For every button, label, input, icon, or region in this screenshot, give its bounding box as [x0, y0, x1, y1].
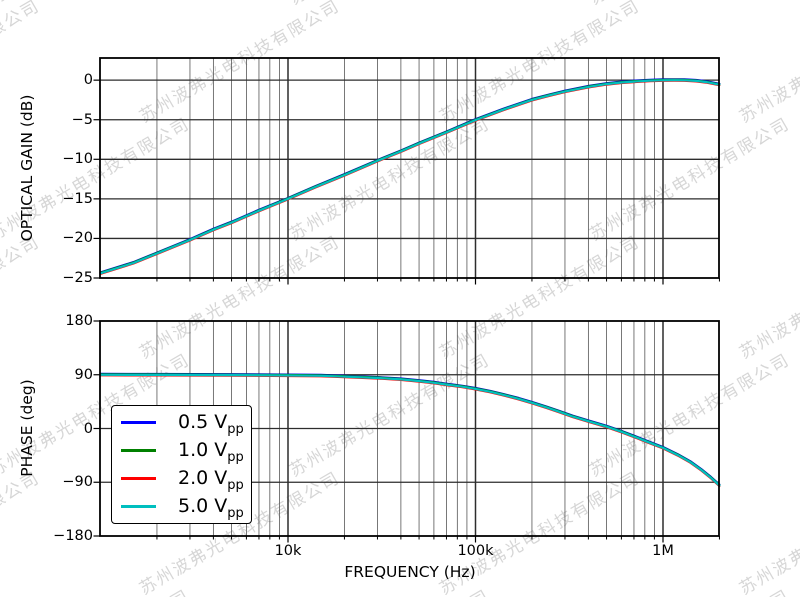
legend-item-1: 0.5 Vpp: [112, 409, 251, 435]
optical-gain-ytick-label: −25: [62, 270, 93, 286]
phase-ytick-label: 0: [83, 420, 93, 437]
x-axis-label: FREQUENCY (Hz): [344, 563, 476, 581]
legend: 0.5 Vpp 1.0 Vpp 2.0 Vpp 5.0 Vpp: [111, 405, 252, 524]
gain-y-axis-label: OPTICAL GAIN (dB): [18, 94, 36, 242]
phase-curve-5.0-vpp: [99, 373, 721, 487]
optical-gain-curve-1.0-vpp: [99, 78, 721, 274]
x-tick-label: 100k: [457, 543, 494, 559]
legend-label: 5.0 Vpp: [178, 495, 244, 522]
phase-ytick-label: 90: [74, 366, 93, 383]
legend-line-sample: [121, 505, 156, 509]
legend-item-4: 5.0 Vpp: [112, 494, 251, 520]
optical-gain-curve-2.0-vpp: [99, 79, 721, 275]
legend-label: 1.0 Vpp: [178, 438, 244, 465]
legend-line-sample: [121, 420, 156, 424]
optical-gain-frame: [99, 57, 720, 279]
phase-ytick-label: 180: [65, 313, 93, 329]
optical-gain-curve-0.5-vpp: [99, 78, 721, 274]
legend-line-sample: [121, 477, 156, 481]
optical-gain-ytick-label: 0: [83, 72, 93, 89]
legend-item-3: 2.0 Vpp: [112, 466, 251, 492]
legend-label: 2.0 Vpp: [178, 467, 244, 493]
optical-gain-ytick-label: −5: [71, 111, 93, 128]
optical-gain-ytick-label: −15: [62, 190, 93, 207]
phase-ytick-label: −180: [53, 528, 93, 544]
optical-gain-curve-5.0-vpp: [99, 79, 721, 275]
legend-item-2: 1.0 Vpp: [112, 437, 251, 465]
optical-gain-ytick-label: −10: [62, 151, 93, 168]
x-tick-label: 10k: [274, 543, 302, 559]
phase-ytick-label: −90: [62, 474, 93, 491]
legend-label: 0.5 Vpp: [178, 410, 244, 437]
x-tick-label: 1M: [652, 543, 674, 559]
phase-y-axis-label: PHASE (deg): [18, 379, 36, 477]
optical-gain-ytick-label: −20: [62, 230, 93, 247]
optical-gain-plot: [93, 57, 721, 285]
legend-line-sample: [121, 448, 156, 452]
